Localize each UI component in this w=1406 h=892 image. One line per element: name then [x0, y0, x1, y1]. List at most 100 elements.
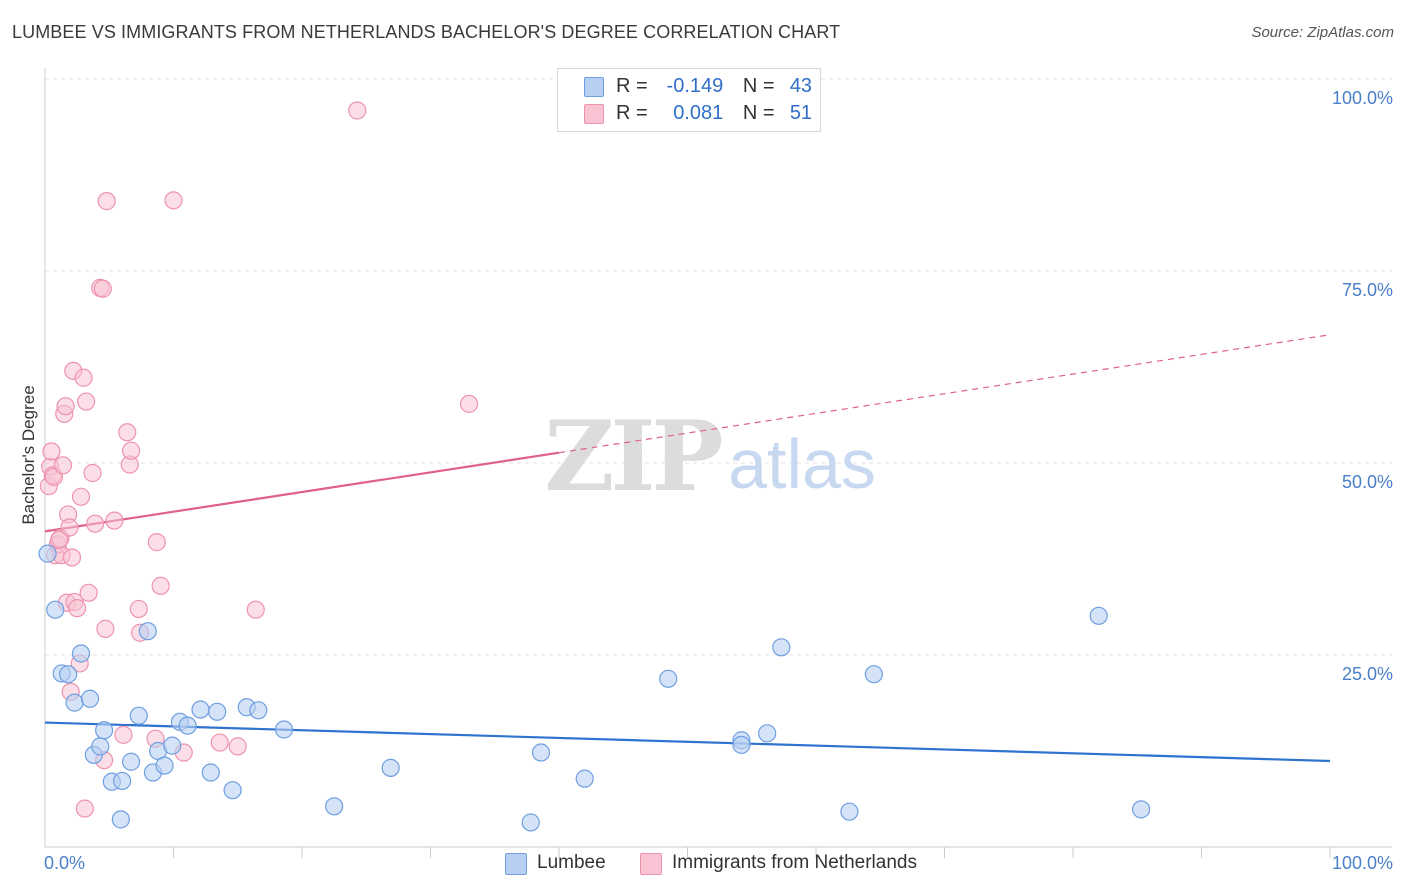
legend-n-label: N = — [742, 75, 775, 97]
point-netherlands — [53, 456, 73, 475]
y-tick-label: 75.0% — [1342, 280, 1393, 300]
point-netherlands — [147, 533, 166, 552]
point-lumbee — [521, 813, 540, 832]
points-lumbee — [38, 544, 1151, 832]
trend-line-lumbee — [44, 721, 1331, 763]
point-netherlands — [62, 548, 82, 567]
point-netherlands — [77, 392, 96, 411]
point-lumbee — [772, 638, 791, 657]
point-netherlands — [118, 423, 137, 442]
y-tick-label: 25.0% — [1342, 664, 1393, 684]
point-netherlands — [246, 600, 265, 619]
bottom-legend-swatch-lumbee — [505, 853, 527, 875]
point-lumbee — [178, 716, 197, 735]
point-netherlands — [97, 192, 116, 211]
point-lumbee — [274, 720, 294, 739]
trend-line-netherlands — [44, 451, 560, 533]
point-lumbee — [91, 737, 110, 756]
point-lumbee — [201, 763, 220, 782]
bottom-legend-label-lumbee: Lumbee — [537, 852, 606, 873]
point-lumbee — [112, 771, 132, 791]
point-lumbee — [249, 701, 268, 720]
stats-legend: R = -0.149 N = 43 R = 0.081 N = 51 — [557, 68, 821, 132]
point-lumbee — [223, 781, 242, 800]
point-lumbee — [1132, 800, 1151, 819]
points-netherlands — [39, 101, 479, 818]
point-netherlands — [129, 599, 148, 619]
watermark: ZIP atlas — [544, 400, 876, 513]
point-lumbee — [732, 735, 751, 754]
point-netherlands — [68, 599, 87, 618]
point-lumbee — [758, 724, 777, 743]
point-netherlands — [83, 463, 102, 483]
legend-n-value: 51 — [789, 102, 813, 124]
point-netherlands — [74, 368, 93, 387]
point-netherlands — [75, 799, 94, 818]
point-netherlands — [105, 511, 124, 530]
y-tick-label: 50.0% — [1342, 472, 1393, 492]
point-netherlands — [164, 191, 183, 210]
point-lumbee — [531, 743, 551, 762]
x-tick-label: 100.0% — [1332, 853, 1393, 873]
legend-n-label: N = — [742, 102, 775, 124]
point-netherlands — [228, 737, 247, 756]
legend-swatch-lumbee — [584, 77, 604, 97]
point-netherlands — [210, 733, 229, 752]
point-lumbee — [38, 544, 57, 563]
legend-swatch-netherlands — [584, 104, 604, 124]
point-lumbee — [121, 752, 141, 771]
bottom-legend-label-netherlands: Immigrants from Netherlands — [672, 852, 917, 873]
point-lumbee — [575, 769, 594, 788]
trend-lines — [44, 334, 1331, 763]
point-lumbee — [46, 600, 65, 619]
point-lumbee — [111, 810, 130, 829]
point-lumbee — [659, 669, 678, 688]
trend-line-netherlands-dashed — [558, 334, 1331, 454]
watermark-zip: ZIP — [544, 400, 721, 513]
point-netherlands — [459, 394, 479, 413]
point-netherlands — [50, 530, 69, 549]
tick-labels: 100.0% 75.0% 50.0% 25.0% 0.0% 100.0% — [44, 88, 1393, 873]
legend-n-value: 43 — [789, 75, 813, 97]
point-netherlands — [114, 725, 133, 744]
point-lumbee — [71, 644, 91, 663]
point-netherlands — [96, 619, 115, 638]
point-netherlands — [60, 518, 79, 537]
point-lumbee — [381, 758, 400, 777]
point-lumbee — [1089, 606, 1108, 625]
watermark-atlas: atlas — [728, 425, 876, 503]
point-lumbee — [864, 665, 883, 684]
source-label[interactable]: Source: ZipAtlas.com — [1251, 24, 1394, 41]
point-lumbee — [155, 756, 174, 775]
x-tick-label: 0.0% — [44, 853, 85, 873]
point-lumbee — [80, 689, 100, 708]
point-netherlands — [93, 279, 112, 298]
point-netherlands — [42, 442, 61, 461]
point-lumbee — [59, 665, 78, 684]
legend-r-value: 0.081 — [673, 102, 724, 124]
point-lumbee — [840, 802, 859, 821]
point-lumbee — [208, 702, 227, 721]
chart-title: LUMBEE VS IMMIGRANTS FROM NETHERLANDS BA… — [12, 22, 841, 42]
point-netherlands — [71, 487, 91, 506]
point-netherlands — [79, 583, 98, 602]
point-lumbee — [138, 622, 157, 641]
point-lumbee — [325, 797, 344, 816]
point-lumbee — [163, 736, 182, 755]
legend-r-label: R = — [616, 102, 648, 124]
bottom-legend-swatch-netherlands — [640, 853, 662, 875]
point-lumbee — [95, 721, 114, 740]
legend-r-label: R = — [616, 75, 648, 97]
point-lumbee — [65, 693, 84, 712]
point-netherlands — [56, 397, 75, 416]
point-netherlands — [348, 101, 367, 120]
point-netherlands — [151, 576, 170, 595]
gridlines — [45, 78, 1392, 656]
point-lumbee — [129, 706, 148, 725]
point-lumbee — [191, 700, 210, 719]
y-axis-title: Bachelor's Degree — [19, 385, 38, 524]
point-netherlands — [86, 514, 105, 533]
legend-r-value: -0.149 — [666, 75, 724, 97]
point-netherlands — [121, 441, 141, 460]
